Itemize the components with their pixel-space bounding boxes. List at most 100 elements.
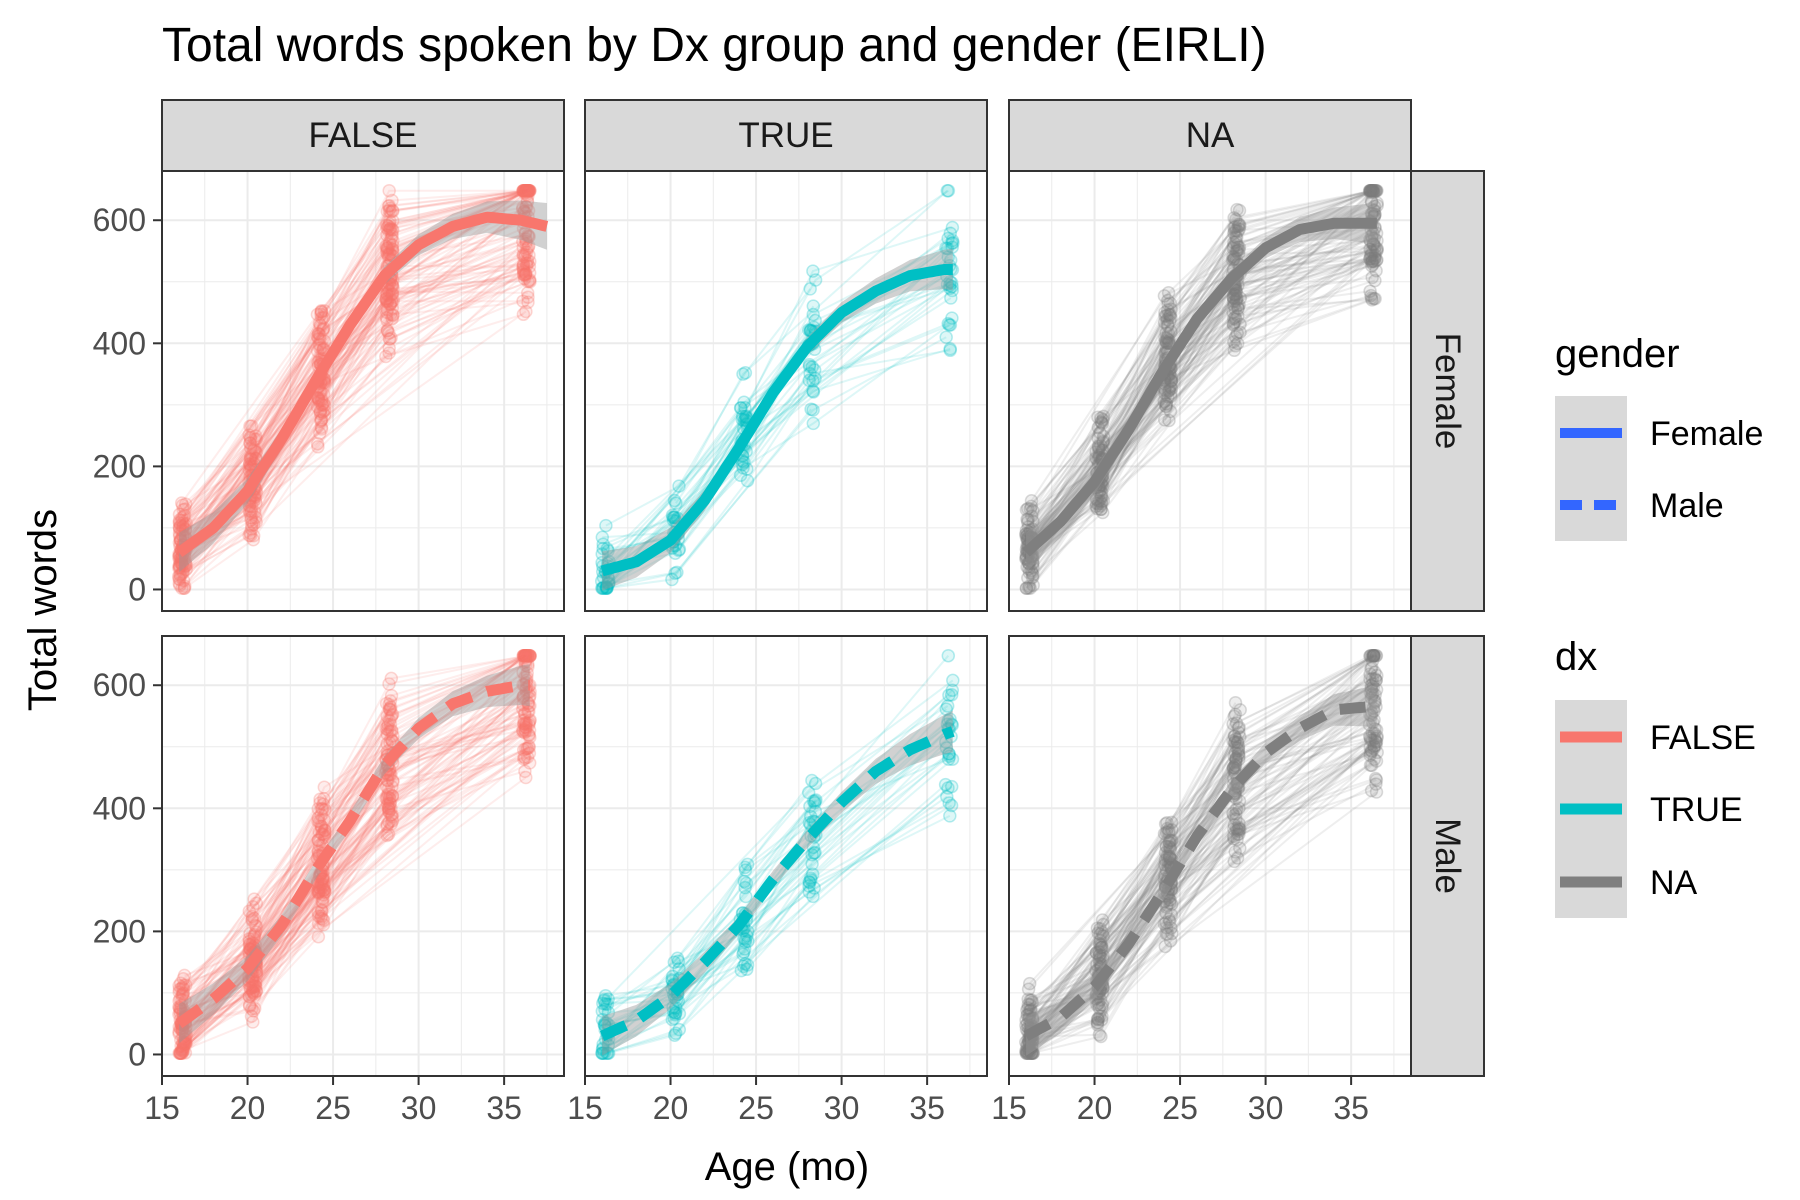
child-trajectory [181,821,390,1032]
data-point [1096,429,1111,444]
child-trajectory [182,797,390,1045]
data-point [1233,841,1247,856]
data-point [672,479,686,493]
child-trajectory [184,691,528,1032]
data-point [172,515,187,529]
data-point [666,513,681,528]
data-point [520,183,534,198]
data-point [1363,733,1378,747]
data-point [385,238,400,252]
data-point [1023,997,1037,1012]
child-trajectory [1169,736,1241,842]
child-trajectory [183,189,529,543]
child-trajectory [185,255,526,566]
child-trajectory [1027,212,1373,538]
data-point [521,183,536,198]
data-point [517,650,532,665]
data-point [941,183,956,198]
data-point [1164,302,1178,317]
x-tick-label: 25 [315,1090,351,1126]
child-trajectory [1031,759,1237,1030]
child-trajectory [1025,189,1371,559]
child-trajectory [253,825,388,995]
data-point [665,1012,680,1027]
data-point [1159,839,1174,853]
data-point [178,994,192,1008]
data-point [1227,749,1241,764]
data-point [310,874,325,889]
data-point [245,909,260,924]
child-trajectory [178,189,524,528]
data-point [1369,785,1384,799]
child-trajectory [1027,279,1376,561]
data-point [1367,648,1381,663]
data-point [246,979,260,993]
panel-border [161,170,565,612]
data-point [1369,673,1383,688]
data-point [315,398,330,412]
x-tick-label: 15 [991,1090,1027,1126]
data-point [1094,494,1109,509]
child-trajectory [252,350,319,477]
data-point [1158,309,1172,323]
data-point [1159,326,1173,340]
data-point [1159,397,1174,412]
data-point [945,279,959,294]
child-trajectory [1028,276,1373,587]
data-point [669,1000,683,1015]
data-point [1228,312,1243,327]
data-point [1162,413,1176,428]
data-point [316,879,331,894]
child-trajectory [181,654,526,1029]
data-point [945,752,960,766]
child-trajectory [677,366,814,540]
child-trajectory [180,706,392,1001]
data-point [941,752,956,766]
child-trajectory [1027,189,1372,542]
data-point [383,247,397,261]
data-point [317,791,331,806]
child-trajectory [1101,654,1374,976]
data-point [1363,685,1378,700]
data-point [248,492,263,507]
data-point [942,278,957,293]
data-point [599,518,613,533]
data-point [1020,1043,1034,1057]
child-trajectory [1027,250,1238,510]
child-trajectory [180,290,528,551]
data-point [1365,654,1380,668]
data-point [519,648,533,663]
data-point [1026,560,1040,575]
data-point [1020,528,1034,543]
data-point [381,768,395,783]
data-point [1019,1046,1034,1060]
data-point [1366,648,1381,663]
y-tick-label: 600 [93,667,146,703]
panel-background [585,171,987,611]
child-trajectory [178,729,393,1009]
data-point [1161,307,1176,322]
data-point [522,756,537,770]
data-point [516,247,531,262]
data-point [249,515,263,530]
data-point [382,802,396,816]
data-point [1365,677,1380,691]
data-point [1159,309,1174,323]
data-point [1227,808,1241,823]
data-point [522,714,537,728]
gridlines [161,636,564,1076]
data-point [1161,887,1176,901]
child-trajectory [181,730,391,996]
child-trajectory [1234,739,1372,853]
data-point [1231,741,1246,756]
child-trajectory [184,189,530,510]
data-point [520,648,535,663]
data-point [380,313,394,328]
data-point [1020,1003,1034,1017]
data-point [522,272,537,287]
child-trajectory [180,729,531,1010]
data-point [1026,514,1040,529]
data-point [176,523,190,538]
child-trajectory [250,770,526,1017]
